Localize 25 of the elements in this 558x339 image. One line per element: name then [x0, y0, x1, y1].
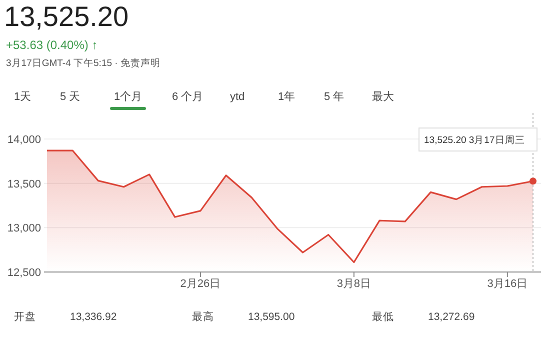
text: 最高: [192, 310, 214, 323]
text: 13,595.00: [248, 311, 295, 323]
text: 3月17日GMT-4 下午5:15 · 免责声明: [6, 57, 160, 69]
text: 13,336.92: [70, 311, 117, 323]
annotation: 13,525.20 3月17日周三: [424, 135, 525, 146]
chart-title: 13,525.20: [4, 1, 129, 32]
y-tick-label: 13,000: [7, 222, 41, 235]
x-tick-label: 3月16日: [487, 278, 528, 290]
x-tick-label: 3月8日: [336, 278, 372, 290]
text: 5 天: [60, 91, 80, 103]
y-tick-label: 14,000: [7, 134, 41, 146]
text: 13,272.69: [428, 311, 475, 323]
text: 1个月: [114, 91, 142, 103]
text: 6 个月: [172, 91, 204, 103]
y-tick-label: 13,500: [7, 178, 41, 190]
text: 1天: [14, 91, 32, 103]
text: 5 年: [324, 91, 344, 103]
chart-subtitle: +53.63 (0.40%) ↑: [6, 38, 98, 52]
x-tick-label: 2月26日: [180, 278, 221, 290]
y-tick-label: 12,500: [7, 267, 41, 279]
text: ytd: [230, 91, 245, 103]
text: 1年: [278, 91, 296, 103]
text: 最低: [372, 311, 394, 323]
text: 最大: [372, 90, 394, 103]
text: 开盘: [14, 311, 36, 323]
